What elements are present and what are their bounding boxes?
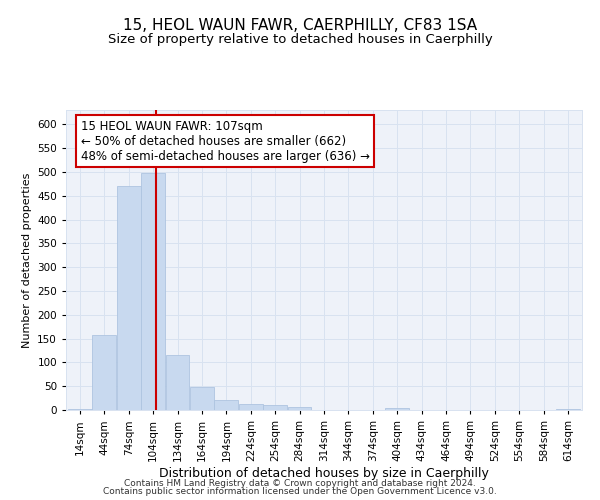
Bar <box>117 186 140 410</box>
X-axis label: Distribution of detached houses by size in Caerphilly: Distribution of detached houses by size … <box>159 466 489 479</box>
Bar <box>141 174 165 410</box>
Bar <box>92 335 116 410</box>
Text: Size of property relative to detached houses in Caerphilly: Size of property relative to detached ho… <box>107 32 493 46</box>
Bar <box>166 355 190 410</box>
Bar <box>214 400 238 410</box>
Text: 15, HEOL WAUN FAWR, CAERPHILLY, CF83 1SA: 15, HEOL WAUN FAWR, CAERPHILLY, CF83 1SA <box>123 18 477 32</box>
Y-axis label: Number of detached properties: Number of detached properties <box>22 172 32 348</box>
Text: Contains HM Land Registry data © Crown copyright and database right 2024.: Contains HM Land Registry data © Crown c… <box>124 478 476 488</box>
Bar <box>190 387 214 410</box>
Bar <box>68 408 92 410</box>
Text: 15 HEOL WAUN FAWR: 107sqm
← 50% of detached houses are smaller (662)
48% of semi: 15 HEOL WAUN FAWR: 107sqm ← 50% of detac… <box>80 120 370 162</box>
Text: Contains public sector information licensed under the Open Government Licence v3: Contains public sector information licen… <box>103 487 497 496</box>
Bar <box>385 408 409 410</box>
Bar <box>239 404 263 410</box>
Bar <box>556 408 580 410</box>
Bar <box>288 406 311 410</box>
Bar <box>263 405 287 410</box>
